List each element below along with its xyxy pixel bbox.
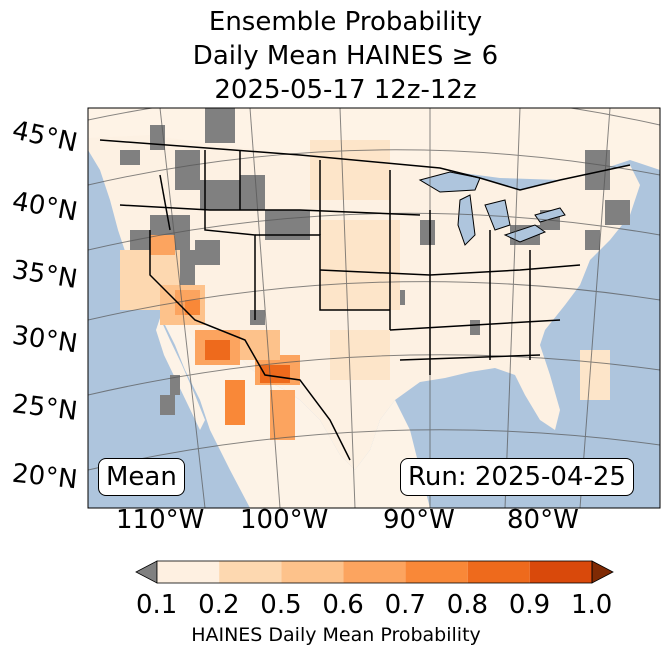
colorbar-tick-0: 0.1 [136, 590, 178, 620]
inset-mean: Mean [98, 458, 185, 496]
colorbar-under-arrow [135, 560, 158, 584]
colorbar-tick-2: 0.5 [260, 590, 302, 620]
colorbar-bin-5 [467, 561, 530, 583]
probability-shading [120, 140, 610, 440]
colorbar-tick-7: 1.0 [571, 590, 613, 620]
colorbar-bin-4 [405, 561, 468, 583]
title-line-3: 2025-05-17 12z-12z [214, 75, 477, 105]
map-frame [87, 107, 661, 509]
colorbar-bin-1 [219, 561, 282, 583]
colorbar-tick-6: 0.9 [508, 590, 551, 620]
colorbar [135, 560, 614, 584]
colorbar-bin-6 [529, 561, 592, 583]
colorbar-over-arrow [591, 560, 614, 584]
title-line-1: Ensemble Probability [208, 7, 483, 37]
title-line-2: Daily Mean HAINES ≥ 6 [192, 41, 499, 71]
lon-label-110: 110°W [116, 505, 205, 535]
lon-label-80: 80°W [507, 505, 579, 535]
colorbar-tick-1: 0.2 [198, 590, 240, 620]
colorbar-tick-4: 0.7 [384, 590, 426, 620]
lon-label-90: 90°W [383, 505, 455, 535]
colorbar-bin-2 [281, 561, 344, 583]
colorbar-bin-3 [343, 561, 406, 583]
inset-run-date: Run: 2025-04-25 [400, 458, 634, 496]
lon-label-100: 100°W [240, 505, 329, 535]
colorbar-label: HAINES Daily Mean Probability [191, 624, 481, 646]
great-lakes [418, 171, 566, 246]
colorbar-tick-3: 0.6 [322, 590, 364, 620]
borders [99, 139, 631, 461]
colorbar-tick-5: 0.8 [446, 590, 489, 620]
colorbar-bin-0 [157, 561, 220, 583]
map-panel [88, 108, 660, 508]
